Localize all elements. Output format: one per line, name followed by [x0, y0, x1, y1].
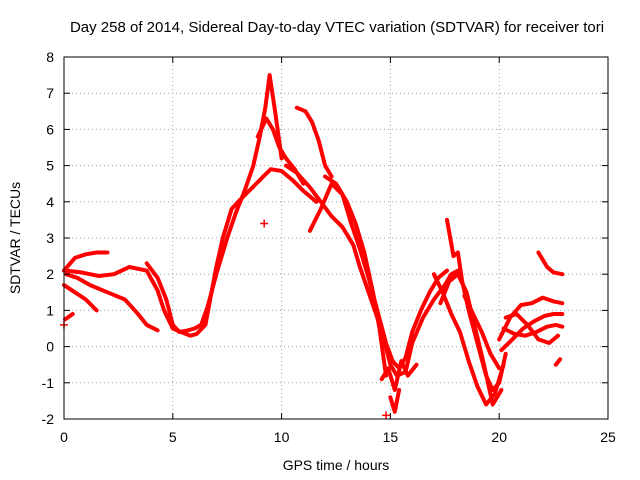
series-track-17: [462, 293, 502, 371]
series-track-11: [323, 174, 388, 378]
chart-title: Day 258 of 2014, Sidereal Day-to-day VTE…: [70, 19, 604, 36]
y-tick-label: 1: [46, 302, 54, 318]
outlier-marker: [382, 411, 391, 420]
y-tick-label: 8: [46, 49, 54, 65]
series-track-20: [501, 322, 565, 338]
series-track-4: [62, 283, 99, 313]
data-series: [60, 73, 565, 420]
x-tick-label: 10: [274, 429, 290, 445]
y-tick-label: 5: [46, 158, 54, 174]
x-axis-label: GPS time / hours: [283, 457, 390, 473]
y-tick-label: 6: [46, 121, 54, 137]
x-tick-label: 5: [169, 429, 177, 445]
series-track-5: [63, 312, 75, 322]
x-tick-label: 25: [600, 429, 616, 445]
series-track-6: [144, 73, 284, 335]
series-track-8: [294, 105, 334, 179]
grid: [64, 57, 608, 419]
y-axis-label: SDTVAR / TECUs: [7, 182, 23, 294]
y-tick-label: -2: [42, 411, 55, 427]
series-track-3: [64, 272, 160, 333]
y-tick-label: 0: [46, 339, 54, 355]
y-tick-label: 4: [46, 194, 54, 210]
series-track-2: [64, 167, 319, 338]
series-track-1: [62, 250, 110, 273]
series-track-19: [499, 312, 565, 353]
axis-ticks: 0 5 10 15 20 25 -2 -1 0 1 2 3 4 5 6 7 8: [42, 49, 616, 445]
y-tick-label: -1: [42, 375, 55, 391]
series-track-12: [379, 359, 419, 392]
series-track-23: [553, 357, 563, 367]
x-tick-label: 15: [383, 429, 399, 445]
x-tick-label: 20: [491, 429, 507, 445]
series-track-21: [503, 312, 560, 345]
series-track-10: [307, 181, 449, 371]
series-track-22: [536, 250, 565, 277]
series-track-13: [388, 388, 402, 414]
x-tick-label: 0: [60, 429, 68, 445]
outlier-marker: [260, 219, 269, 228]
y-tick-label: 3: [46, 230, 54, 246]
y-tick-label: 2: [46, 266, 54, 282]
y-tick-label: 7: [46, 85, 54, 101]
